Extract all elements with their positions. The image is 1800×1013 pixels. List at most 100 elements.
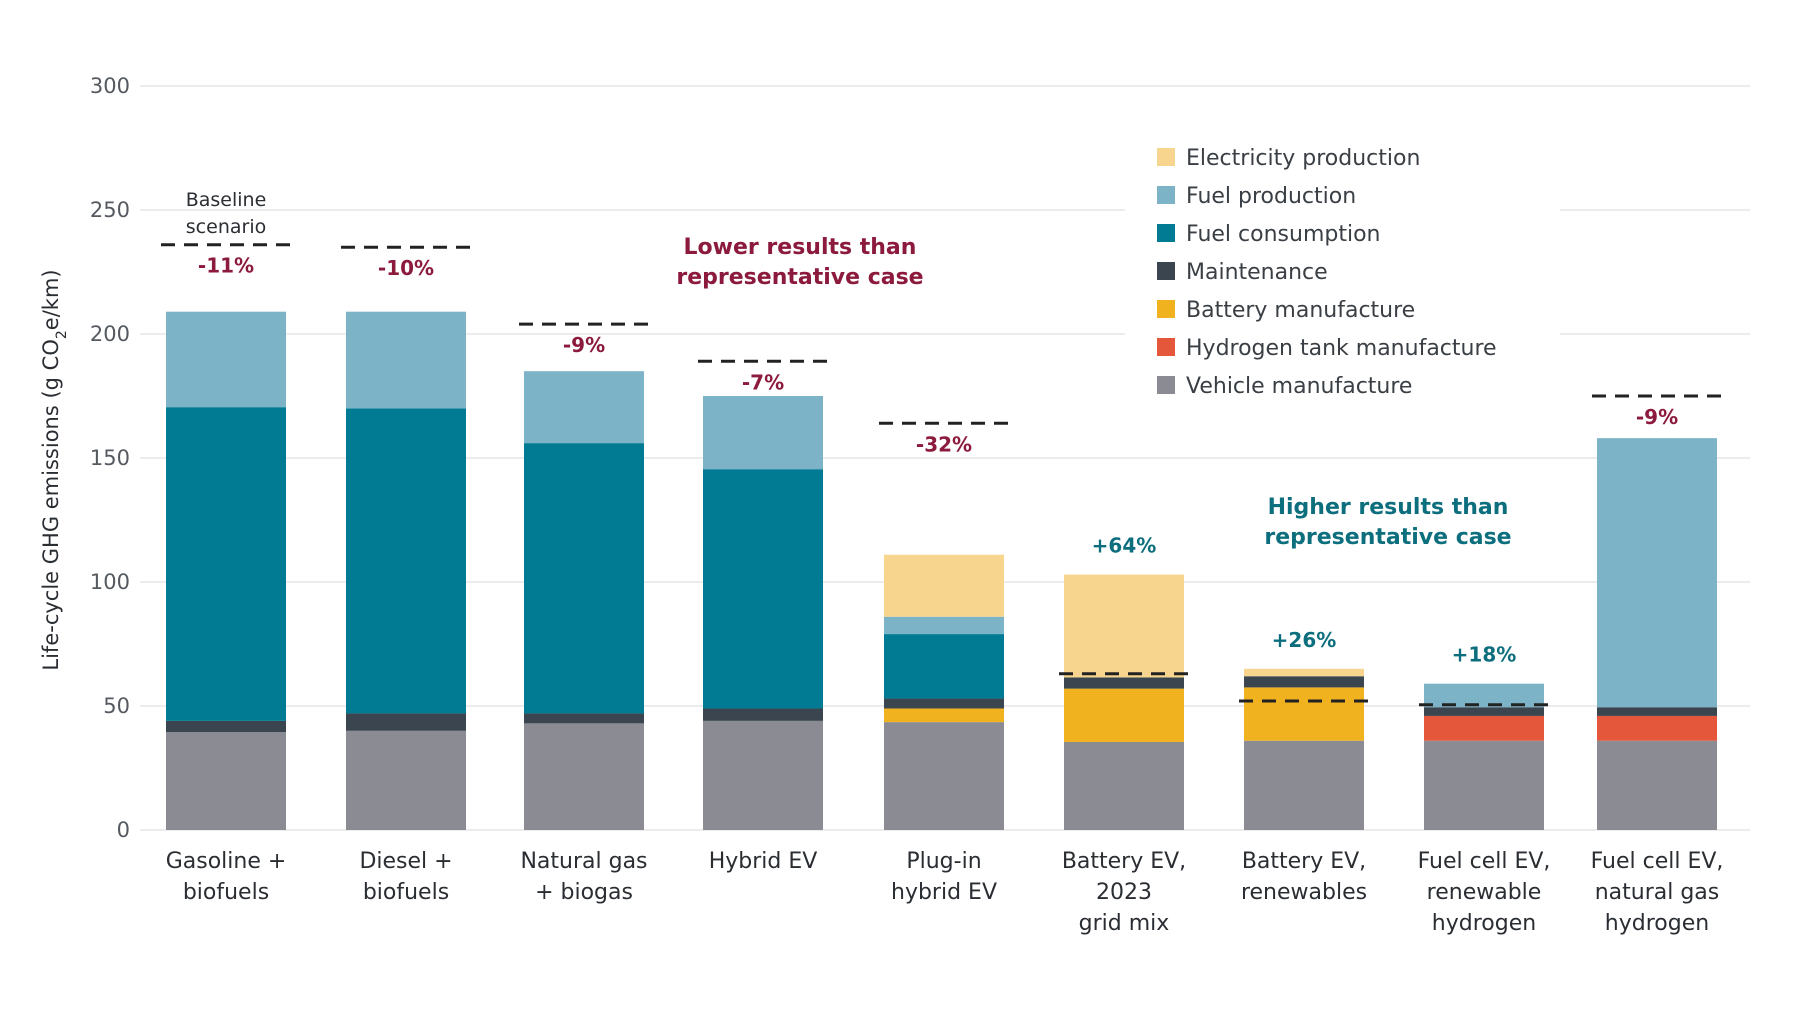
y-tick-label: 250 [90, 198, 130, 222]
y-tick-label: 300 [90, 74, 130, 98]
x-category-label: Fuel cell EV, [1418, 849, 1551, 874]
x-category-label: 2023 [1096, 880, 1152, 905]
bar-segment [1244, 676, 1364, 688]
x-category-label: hybrid EV [891, 880, 997, 905]
bar-segment [1064, 677, 1184, 689]
legend-label: Fuel consumption [1186, 222, 1380, 247]
x-category-label: natural gas [1595, 880, 1720, 905]
bar-segment [346, 311, 466, 409]
bar-segment [1424, 740, 1544, 830]
legend-label: Maintenance [1186, 260, 1328, 285]
x-category-label: renewable [1427, 880, 1542, 905]
y-tick-label: 200 [90, 322, 130, 346]
bar-segment [1244, 668, 1364, 677]
pct-change-label: +18% [1452, 643, 1517, 667]
x-category-label: biofuels [363, 880, 449, 905]
x-category-label: Hybrid EV [709, 849, 818, 874]
x-category-label: biofuels [183, 880, 269, 905]
y-title-part: e/km) [39, 269, 63, 330]
legend-swatch [1157, 186, 1175, 204]
x-axis-labels: Gasoline + biofuels Diesel + biofuels Natura… [166, 849, 1724, 936]
pct-change-label: +64% [1092, 534, 1157, 558]
bar-segment [1244, 687, 1364, 741]
pct-change-label: +26% [1272, 628, 1337, 652]
bar-segment [166, 407, 286, 721]
legend-label: Electricity production [1186, 146, 1420, 171]
bar-segment [346, 408, 466, 714]
bar-segment [1597, 438, 1717, 708]
legend-label: Battery manufacture [1186, 298, 1415, 323]
bar-segment [703, 469, 823, 709]
bar-segment [703, 396, 823, 470]
bars [166, 311, 1717, 830]
pct-change-label: -9% [563, 333, 605, 357]
bar-segment [1424, 715, 1544, 741]
y-tick-label: 0 [117, 818, 130, 842]
bar-segment [166, 732, 286, 830]
x-category-label: Plug-in [906, 849, 981, 874]
bar-segment [524, 723, 644, 830]
x-category-label: hydrogen [1432, 911, 1536, 936]
bar-segment [884, 634, 1004, 699]
bar-segment [1064, 741, 1184, 830]
x-category-label: Gasoline + [166, 849, 287, 874]
bar-segment [166, 720, 286, 733]
x-category-label: renewables [1241, 880, 1367, 905]
bar-segment [524, 713, 644, 724]
bar-segment [703, 708, 823, 721]
pct-change-label: -32% [916, 432, 972, 456]
x-category-label: Fuel cell EV, [1591, 849, 1724, 874]
lower-results-note: Lower results than [684, 235, 917, 260]
legend-label: Vehicle manufacture [1186, 374, 1412, 399]
bar-segment [884, 708, 1004, 723]
legend-swatch [1157, 148, 1175, 166]
y-tick-label: 100 [90, 570, 130, 594]
bar-segment [346, 713, 466, 731]
bar-segment [1244, 740, 1364, 830]
bar-segment [1597, 715, 1717, 741]
baseline-scenario-label: scenario [186, 216, 266, 238]
x-category-label: Natural gas [520, 849, 647, 874]
bar-segment [1424, 683, 1544, 708]
legend-background [1125, 130, 1560, 405]
x-category-label: grid mix [1079, 911, 1170, 936]
x-category-label: Diesel + [359, 849, 452, 874]
lower-results-note: representative case [676, 265, 923, 290]
bar-segment [884, 698, 1004, 709]
y-title-subscript: 2 [54, 330, 70, 339]
y-tick-label: 150 [90, 446, 130, 470]
bar-segment [524, 443, 644, 714]
bar-segment [166, 311, 286, 408]
bar-segment [524, 371, 644, 444]
pct-change-label: -7% [742, 370, 784, 394]
legend-label: Hydrogen tank manufacture [1186, 336, 1497, 361]
legend-label: Fuel production [1186, 184, 1356, 209]
y-tick-label: 50 [103, 694, 130, 718]
x-category-label: Battery EV, [1242, 849, 1366, 874]
x-category-label: + biogas [535, 880, 633, 905]
legend-swatch [1157, 376, 1175, 394]
x-category-label: Battery EV, [1062, 849, 1186, 874]
y-title-part: Life-cycle GHG emissions (g CO [39, 339, 63, 670]
higher-results-note: Higher results than [1268, 495, 1509, 520]
bar-segment [884, 554, 1004, 617]
baseline-scenario-label: Baseline [186, 189, 267, 211]
x-category-label: hydrogen [1605, 911, 1709, 936]
pct-change-label: -11% [198, 254, 254, 278]
baseline-markers: -11% -10% -9% -7% -32% +64% +26% +18% -9% Baselin… [161, 189, 1722, 707]
bar-segment [1064, 574, 1184, 678]
higher-results-note: representative case [1264, 525, 1511, 550]
bar-segment [1424, 707, 1544, 716]
y-axis-ticks: 0 50 100 150 200 250 300 [90, 74, 130, 842]
legend: Electricity production Fuel production Fue… [1125, 130, 1560, 405]
legend-swatch [1157, 300, 1175, 318]
y-axis-title: Life-cycle GHG emissions (g CO2e/km) [39, 269, 70, 670]
annotations: Lower results than representative case Hig… [676, 235, 1511, 550]
pct-change-label: -10% [378, 256, 434, 280]
bar-segment [884, 722, 1004, 830]
bar-segment [346, 730, 466, 830]
bar-segment [703, 720, 823, 830]
bar-segment [1064, 688, 1184, 742]
bar-segment [1597, 707, 1717, 716]
legend-swatch [1157, 262, 1175, 280]
